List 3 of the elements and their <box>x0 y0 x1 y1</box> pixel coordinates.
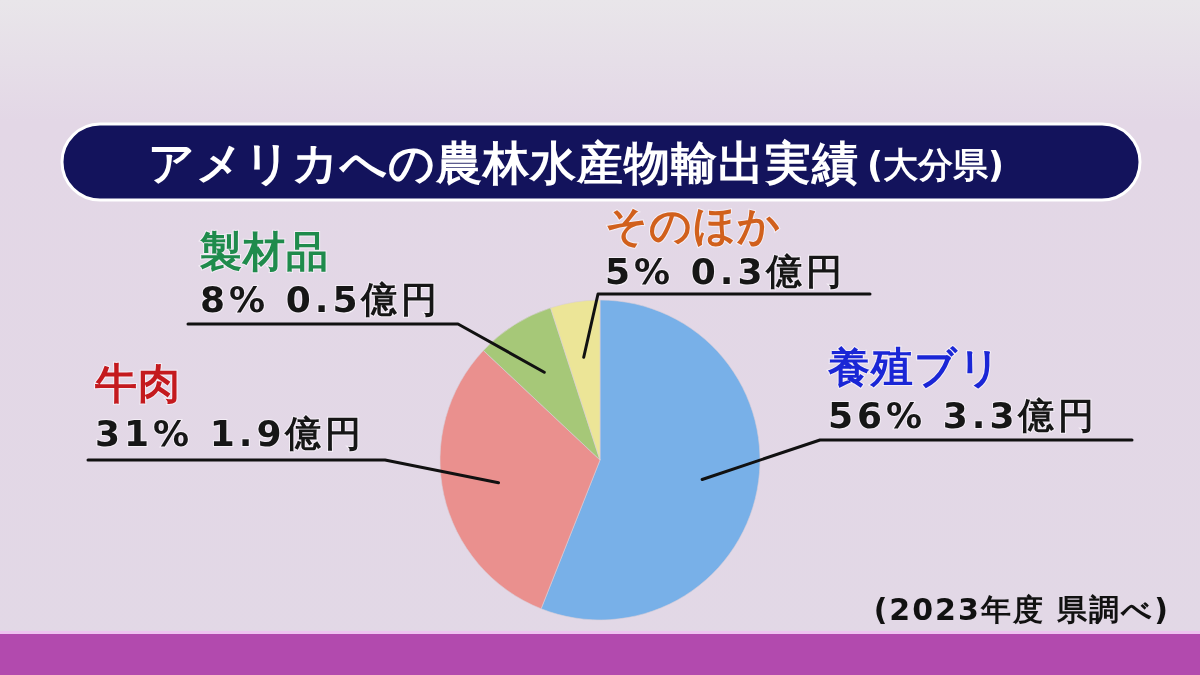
subtitle: (大分県) <box>867 145 1004 185</box>
title: アメリカへの農林水産物輸出実績 <box>148 136 859 190</box>
annotation: (2023年度 県調べ) <box>873 592 1170 627</box>
